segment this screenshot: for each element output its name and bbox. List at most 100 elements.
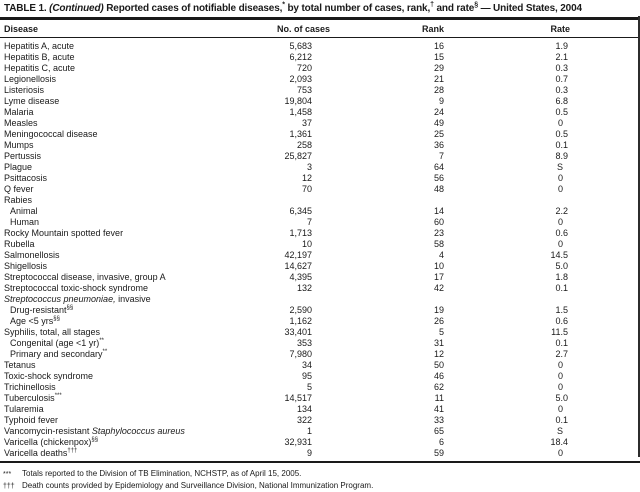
rank-cell: 42: [433, 283, 444, 293]
rate-cell: 0.5: [555, 107, 568, 117]
cases-cell: 95: [301, 371, 312, 381]
footnote: ††† Death counts provided by Epidemiology…: [3, 480, 640, 492]
footnote-text: Death counts provided by Epidemiology an…: [22, 481, 374, 490]
footnote-text: Totals reported to the Division of TB El…: [22, 469, 302, 478]
disease-cell: Q fever: [4, 184, 34, 194]
table-row: Malaria 1,458 24 0.5: [0, 107, 640, 118]
disease-cell: Lyme disease: [4, 96, 60, 106]
table-row: Hepatitis B, acute 6,212 15 2.1: [0, 52, 640, 63]
col-header-rank: Rank: [337, 20, 451, 38]
disease-cell: Streptococcal toxic-shock syndrome: [4, 283, 149, 293]
table-row: Typhoid fever 322 33 0.1: [0, 415, 640, 426]
rate-cell: 0.7: [555, 74, 568, 84]
table-row: Mumps 258 36 0.1: [0, 140, 640, 151]
rate-cell: 0: [557, 371, 563, 381]
cases-cell: 132: [296, 283, 312, 293]
disease-cell: Rocky Mountain spotted fever: [4, 228, 124, 238]
rate-cell: 0: [557, 173, 563, 183]
rate-cell: 0.6: [555, 316, 568, 326]
rate-cell: 0: [557, 118, 563, 128]
cases-cell: 322: [296, 415, 312, 425]
table-row: Tularemia 134 41 0: [0, 404, 640, 415]
table-row: Q fever 70 48 0: [0, 184, 640, 195]
col-header-disease: Disease: [0, 20, 219, 38]
rank-cell: 16: [433, 41, 444, 51]
table-row: Rocky Mountain spotted fever 1,713 23 0.6: [0, 228, 640, 239]
disease-cell: Varicella deaths†††: [4, 448, 78, 458]
disease-cell: Hepatitis B, acute: [4, 52, 75, 62]
table-row: Congenital (age <1 yr)** 353 31 0.1: [0, 338, 640, 349]
rank-cell: 23: [433, 228, 444, 238]
cases-cell: 753: [296, 85, 312, 95]
cases-cell: 19,804: [284, 96, 312, 106]
rank-cell: 59: [433, 448, 444, 458]
rank-cell: 62: [433, 382, 444, 392]
rank-cell: 12: [433, 349, 444, 359]
disease-cell: Listeriosis: [4, 85, 45, 95]
disease-cell: Rabies: [4, 195, 33, 205]
cases-cell: 6,345: [289, 206, 312, 216]
page-right-edge-line: [638, 16, 640, 457]
table-row: Salmonellosis 42,197 4 14.5: [0, 250, 640, 261]
disease-cell: Shigellosis: [4, 261, 48, 271]
rate-cell: 0.3: [555, 63, 568, 73]
table-row: Animal 6,345 14 2.2: [0, 206, 640, 217]
disease-cell: Animal: [10, 206, 38, 216]
table-row: Shigellosis 14,627 10 5.0: [0, 261, 640, 272]
cases-cell: 14,517: [284, 393, 312, 403]
rank-cell: 15: [433, 52, 444, 62]
row-footnote-marker: †††: [67, 448, 78, 454]
footnote-marker: †††: [3, 483, 15, 490]
cases-cell: 720: [296, 63, 312, 73]
diseases-table: Disease No. of cases Rank Rate Hepatitis…: [0, 20, 640, 459]
table-title-part4: — United States, 2004: [477, 3, 582, 14]
table-row: Syphilis, total, all stages 33,401 5 11.5: [0, 327, 640, 338]
table-row: Legionellosis 2,093 21 0.7: [0, 74, 640, 85]
disease-cell: Trichinellosis: [4, 382, 56, 392]
footnotes: *** Totals reported to the Division of TB…: [0, 468, 640, 492]
rank-cell: 48: [433, 184, 444, 194]
rate-cell: [451, 294, 640, 305]
cases-cell: 6,212: [289, 52, 312, 62]
disease-cell: Salmonellosis: [4, 250, 60, 260]
rate-cell: 2.1: [555, 52, 568, 62]
rank-cell: 29: [433, 63, 444, 73]
disease-cell: Rubella: [4, 239, 35, 249]
row-footnote-marker: §§: [53, 316, 60, 322]
table-title-part1: Reported cases of notifiable diseases,: [103, 3, 283, 14]
disease-cell: Primary and secondary**: [10, 349, 108, 359]
disease-cell: Psittacosis: [4, 173, 48, 183]
cases-cell: 25,827: [284, 151, 312, 161]
table-row: Meningococcal disease 1,361 25 0.5: [0, 129, 640, 140]
disease-cell: Typhoid fever: [4, 415, 59, 425]
rank-cell: [337, 294, 451, 305]
rank-cell: 64: [433, 162, 444, 172]
table-row: Trichinellosis 5 62 0: [0, 382, 640, 393]
rate-cell: 2.7: [555, 349, 568, 359]
col-header-cases: No. of cases: [219, 20, 337, 38]
rate-cell: 0: [557, 404, 563, 414]
cases-cell: [219, 294, 337, 305]
rank-cell: 41: [433, 404, 444, 414]
cases-cell: 3: [306, 162, 312, 172]
cases-cell: 353: [296, 338, 312, 348]
table-row: Varicella (chickenpox)§§ 32,931 6 18.4: [0, 437, 640, 448]
rank-cell: 58: [433, 239, 444, 249]
col-header-rate: Rate: [451, 20, 640, 38]
rank-cell: 65: [433, 426, 444, 436]
table-group-row: Streptococcus pneumoniae, invasive: [0, 294, 640, 305]
cases-cell: 34: [301, 360, 312, 370]
disease-cell: Legionellosis: [4, 74, 57, 84]
rank-cell: 60: [433, 217, 444, 227]
rank-cell: 11: [434, 393, 444, 403]
cases-cell: 5: [306, 382, 312, 392]
cases-cell: 2,093: [289, 74, 312, 84]
table-group-row: Rabies: [0, 195, 640, 206]
rank-cell: 25: [433, 129, 444, 139]
disease-cell: Tularemia: [4, 404, 44, 414]
disease-cell: Measles: [4, 118, 38, 128]
rate-cell: 6.8: [555, 96, 568, 106]
cases-cell: 37: [301, 118, 312, 128]
rate-cell: [451, 195, 640, 206]
header-row: Disease No. of cases Rank Rate: [0, 20, 640, 38]
